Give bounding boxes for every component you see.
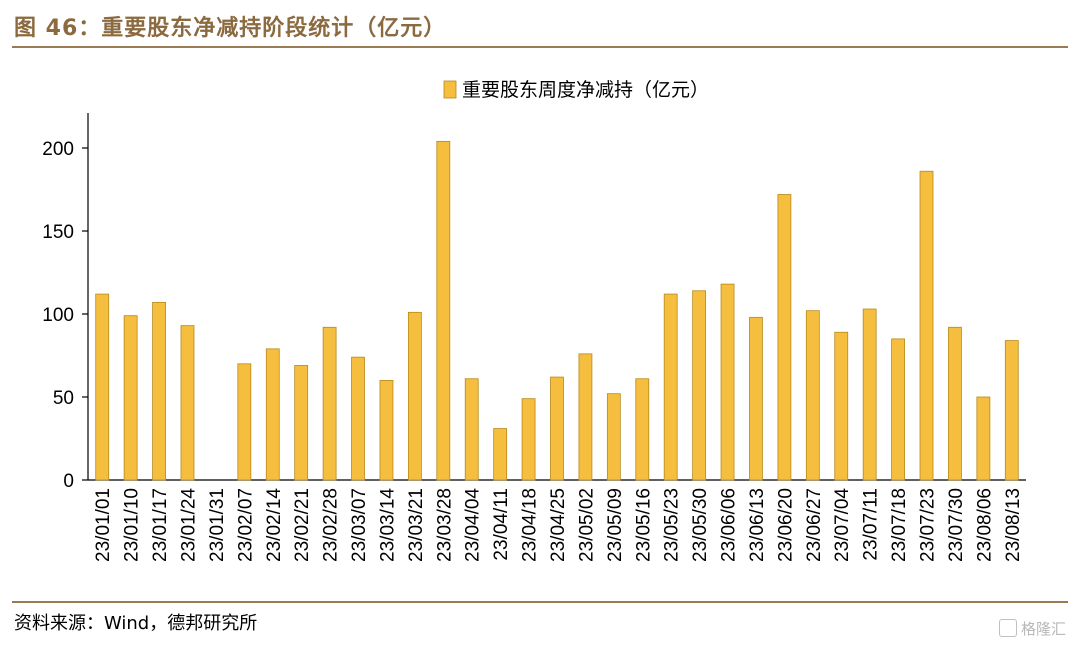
bar [95, 293, 110, 481]
x-tick-label: 23/03/28 [434, 488, 455, 562]
legend-swatch [443, 80, 457, 99]
x-tick-label: 23/01/17 [150, 488, 171, 562]
bar [152, 301, 166, 481]
x-tick-label: 23/01/01 [93, 488, 114, 562]
bar [550, 376, 564, 481]
x-tick-label: 23/08/06 [974, 488, 995, 562]
bar [635, 378, 650, 481]
x-tick-label: 23/06/20 [775, 488, 796, 562]
x-tick-label: 23/05/30 [690, 488, 711, 562]
bar [720, 283, 735, 481]
bar [379, 379, 394, 481]
x-tick-label: 23/07/30 [946, 488, 967, 562]
y-tick-label: 0 [63, 471, 74, 492]
bar [436, 140, 451, 481]
source-note: 资料来源：Wind，德邦研究所 [14, 613, 258, 634]
x-axis-ticks: 23/01/01 23/01/10 23/01/17 23/01/24 23/01/31… [93, 488, 1024, 562]
bar [891, 338, 905, 481]
chart-bars [95, 140, 1019, 481]
x-tick-label: 23/01/31 [207, 488, 228, 562]
y-tick-label: 150 [42, 222, 74, 243]
x-tick-label: 23/04/25 [548, 488, 569, 562]
bar [1004, 340, 1019, 481]
x-tick-label: 23/05/23 [662, 488, 683, 562]
x-tick-label: 23/07/04 [832, 488, 853, 562]
x-tick-label: 23/06/13 [747, 488, 768, 562]
x-tick-label: 23/02/07 [235, 488, 256, 562]
bar [123, 315, 138, 481]
legend-label: 重要股东周度净减持（亿元） [462, 79, 709, 101]
x-tick-label: 23/04/04 [463, 488, 484, 562]
bar [464, 378, 479, 481]
x-tick-label: 23/04/11 [491, 488, 512, 561]
watermark-logo-icon [998, 619, 1017, 637]
y-axis-ticks: 0 50 100 150 200 [42, 139, 88, 492]
bar [180, 325, 195, 481]
x-tick-label: 23/06/27 [804, 488, 825, 562]
x-tick-label: 23/07/11 [861, 488, 882, 561]
x-tick-label: 23/06/06 [719, 488, 740, 562]
bar [265, 348, 280, 481]
x-tick-label: 23/03/21 [406, 488, 427, 562]
bar [692, 290, 707, 481]
x-tick-label: 23/01/10 [122, 488, 143, 562]
figure-title: 图 46：重要股东净减持阶段统计（亿元） [14, 16, 447, 41]
bar [862, 308, 877, 481]
x-tick-label: 23/02/28 [321, 488, 342, 562]
bar [407, 311, 422, 481]
watermark-text: 格隆汇 [1020, 620, 1066, 638]
x-tick-label: 23/07/23 [918, 488, 939, 562]
x-tick-label: 23/01/24 [178, 488, 199, 562]
y-tick-label: 100 [42, 305, 74, 326]
x-tick-label: 23/02/21 [292, 488, 313, 562]
bar [493, 428, 508, 481]
bar [237, 363, 252, 481]
bar [919, 170, 934, 481]
bar [805, 310, 820, 481]
bar [777, 194, 792, 481]
bar [976, 396, 991, 481]
bar [351, 356, 365, 481]
bottom-rule [12, 601, 1068, 603]
x-tick-label: 23/04/18 [520, 488, 541, 562]
bar [948, 326, 962, 481]
x-tick-label: 23/05/02 [576, 488, 597, 562]
watermark: 格隆汇 [998, 618, 1066, 639]
bar [578, 353, 593, 481]
x-tick-label: 23/08/13 [1003, 488, 1024, 562]
x-tick-label: 23/05/09 [605, 488, 626, 562]
x-tick-label: 23/02/14 [264, 488, 285, 562]
bar [521, 398, 536, 481]
bar [294, 365, 309, 481]
bar [606, 393, 621, 481]
x-tick-label: 23/05/16 [633, 488, 654, 562]
bar [749, 316, 763, 481]
x-tick-label: 23/03/14 [377, 488, 398, 562]
chart-legend: 重要股东周度净减持（亿元） [443, 79, 709, 101]
y-tick-label: 50 [53, 388, 74, 409]
bar [322, 326, 337, 481]
top-rule [12, 46, 1068, 48]
y-tick-label: 200 [42, 139, 74, 160]
bar [663, 293, 678, 481]
bar [834, 331, 849, 481]
x-tick-label: 23/07/18 [889, 488, 910, 562]
x-tick-label: 23/03/07 [349, 488, 370, 562]
